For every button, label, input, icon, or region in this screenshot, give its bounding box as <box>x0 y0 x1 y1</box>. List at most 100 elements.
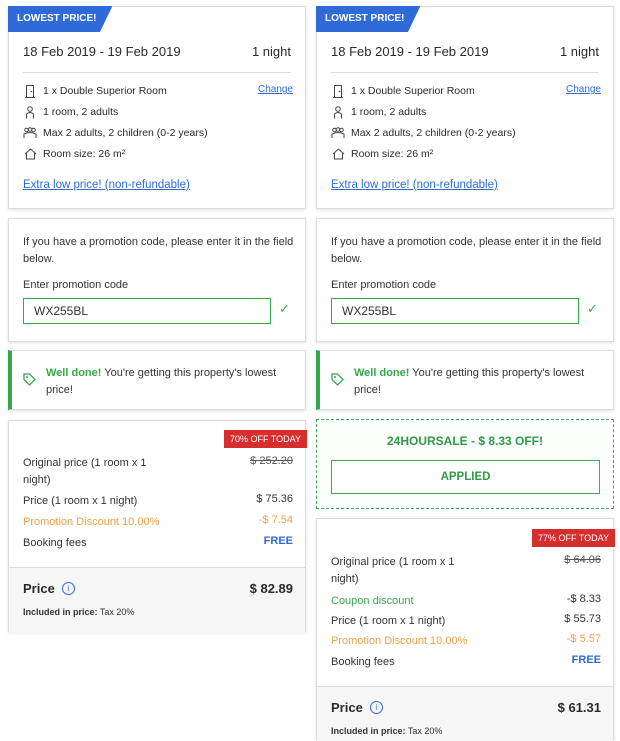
price-line-label: Booking fees <box>23 537 87 549</box>
promo-code-card: If you have a promotion code, please ent… <box>316 218 614 342</box>
nights-count: 1 night <box>559 44 599 59</box>
price-line-value: $ 75.36 <box>256 493 293 505</box>
price-line-original: Original price (1 room x 1 night) $ 64.0… <box>331 554 601 588</box>
room-type-row: 1 x Double Superior Room <box>23 84 291 98</box>
max-guests: Max 2 adults, 2 children (0-2 years) <box>43 127 208 139</box>
total-label-text: Price <box>331 700 363 715</box>
notice-rest: You're getting this property's lowest pr… <box>354 367 585 396</box>
coupon-applied-box: 24HOURSALE - $ 8.33 OFF! APPLIED <box>316 419 614 509</box>
included-label: Included in price: <box>331 726 406 736</box>
price-line-coupon-discount: Coupon discount -$ 8.33 <box>331 593 601 610</box>
price-line-value: $ 55.73 <box>564 613 601 625</box>
promo-instructions: If you have a promotion code, please ent… <box>331 236 602 265</box>
price-line-label: Price (1 room x 1 night) <box>331 615 446 627</box>
price-line-label: Price (1 room x 1 night) <box>23 495 138 507</box>
room-type-row: 1 x Double Superior Room <box>331 84 599 98</box>
discount-badge: 70% OFF TODAY <box>223 430 307 448</box>
promo-code-input[interactable] <box>23 298 271 324</box>
tag-icon <box>331 373 344 391</box>
price-line-price: Price (1 room x 1 night) $ 75.36 <box>23 493 293 510</box>
price-line-label: Booking fees <box>331 656 395 668</box>
notice-strong: Well done! <box>46 367 102 379</box>
price-line-label: Original price (1 room x 1 night) <box>23 457 147 486</box>
included-value: Tax 20% <box>97 607 135 617</box>
promo-instructions: If you have a promotion code, please ent… <box>23 236 294 265</box>
change-room-link[interactable]: Change <box>257 84 293 95</box>
occupancy-row: 1 room, 2 adults <box>23 105 291 119</box>
price-line-label: Promotion Discount 10.00% <box>331 635 468 647</box>
promo-field-label: Enter promotion code <box>23 279 129 291</box>
room-size: Room size: 26 m² <box>351 148 434 160</box>
price-line-promo-discount: Promotion Discount 10.00% -$ 7.54 <box>23 514 293 531</box>
max-guests-row: Max 2 adults, 2 children (0-2 years) <box>23 126 291 140</box>
total-price-area: Price i $ 82.89 Included in price: Tax 20… <box>9 567 305 633</box>
price-line-booking-fees: Booking fees FREE <box>23 535 293 552</box>
change-room-link[interactable]: Change <box>565 84 601 95</box>
price-breakdown-card: 70% OFF TODAY Original price (1 room x 1… <box>8 420 307 633</box>
stay-dates-row: 18 Feb 2019 - 19 Feb 2019 1 night <box>331 44 599 59</box>
total-row: Price i $ 61.31 <box>331 700 601 715</box>
info-icon[interactable]: i <box>369 701 383 714</box>
room-size: Room size: 26 m² <box>43 148 126 160</box>
room-type: 1 x Double Superior Room <box>43 85 167 97</box>
price-line-value: $ 252.20 <box>250 455 293 467</box>
lowest-price-notice: Well done! You're getting this property'… <box>316 350 614 410</box>
promo-code-card: If you have a promotion code, please ent… <box>8 218 306 342</box>
total-price: $ 82.89 <box>249 581 293 596</box>
stay-dates: 18 Feb 2019 - 19 Feb 2019 <box>23 44 181 59</box>
price-line-value: -$ 7.54 <box>258 514 293 526</box>
price-line-value: -$ 8.33 <box>566 593 601 605</box>
included-value: Tax 20% <box>405 726 443 736</box>
extra-low-price-link[interactable]: Extra low price! (non-refundable) <box>23 179 190 191</box>
group-icon <box>23 126 37 140</box>
applied-button[interactable]: APPLIED <box>331 460 600 494</box>
notice-rest: You're getting this property's lowest pr… <box>46 367 277 396</box>
door-icon <box>23 84 37 98</box>
occupancy-row: 1 room, 2 adults <box>331 105 599 119</box>
lowest-price-ribbon: LOWEST PRICE! <box>8 6 113 32</box>
price-line-label: Original price (1 room x 1 night) <box>331 556 455 585</box>
occupancy: 1 room, 2 adults <box>351 106 427 118</box>
booking-summary-card: LOWEST PRICE! 18 Feb 2019 - 19 Feb 2019 … <box>316 6 614 209</box>
door-icon <box>331 84 345 98</box>
price-line-value: FREE <box>263 535 293 547</box>
nights-count: 1 night <box>251 44 291 59</box>
extra-low-price-link[interactable]: Extra low price! (non-refundable) <box>331 179 498 191</box>
booking-summary-card: LOWEST PRICE! 18 Feb 2019 - 19 Feb 2019 … <box>8 6 306 209</box>
room-size-row: Room size: 26 m² <box>23 147 291 161</box>
info-icon[interactable]: i <box>61 582 75 595</box>
included-in-price: Included in price: Tax 20% <box>331 726 442 736</box>
price-line-booking-fees: Booking fees FREE <box>331 654 601 671</box>
total-price-area: Price i $ 61.31 Included in price: Tax 20… <box>317 686 613 741</box>
price-line-value: $ 64.06 <box>564 554 601 566</box>
price-line-label: Promotion Discount 10.00% <box>23 516 160 528</box>
total-label: Price i <box>23 581 75 596</box>
divider <box>23 72 291 73</box>
person-icon <box>23 105 37 119</box>
total-label: Price i <box>331 700 383 715</box>
notice-strong: Well done! <box>354 367 410 379</box>
person-icon <box>331 105 345 119</box>
house-icon <box>23 147 37 161</box>
stay-dates: 18 Feb 2019 - 19 Feb 2019 <box>331 44 489 59</box>
price-line-promo-discount: Promotion Discount 10.00% -$ 5.57 <box>331 633 601 650</box>
price-line-value: FREE <box>571 654 601 666</box>
room-size-row: Room size: 26 m² <box>331 147 599 161</box>
notice-text: Well done! You're getting this property'… <box>354 365 601 399</box>
stay-dates-row: 18 Feb 2019 - 19 Feb 2019 1 night <box>23 44 291 59</box>
occupancy: 1 room, 2 adults <box>43 106 119 118</box>
divider <box>331 72 599 73</box>
included-label: Included in price: <box>23 607 98 617</box>
price-line-value: -$ 5.57 <box>566 633 601 645</box>
promo-code-input[interactable] <box>331 298 579 324</box>
room-type: 1 x Double Superior Room <box>351 85 475 97</box>
coupon-title: 24HOURSALE - $ 8.33 OFF! <box>386 434 544 448</box>
price-line-original: Original price (1 room x 1 night) $ 252.… <box>23 455 293 489</box>
total-row: Price i $ 82.89 <box>23 581 293 596</box>
check-icon: ✓ <box>279 301 290 316</box>
price-line-label: Coupon discount <box>331 595 414 607</box>
price-line-price: Price (1 room x 1 night) $ 55.73 <box>331 613 601 630</box>
max-guests-row: Max 2 adults, 2 children (0-2 years) <box>331 126 599 140</box>
promo-field-label: Enter promotion code <box>331 279 437 291</box>
house-icon <box>331 147 345 161</box>
